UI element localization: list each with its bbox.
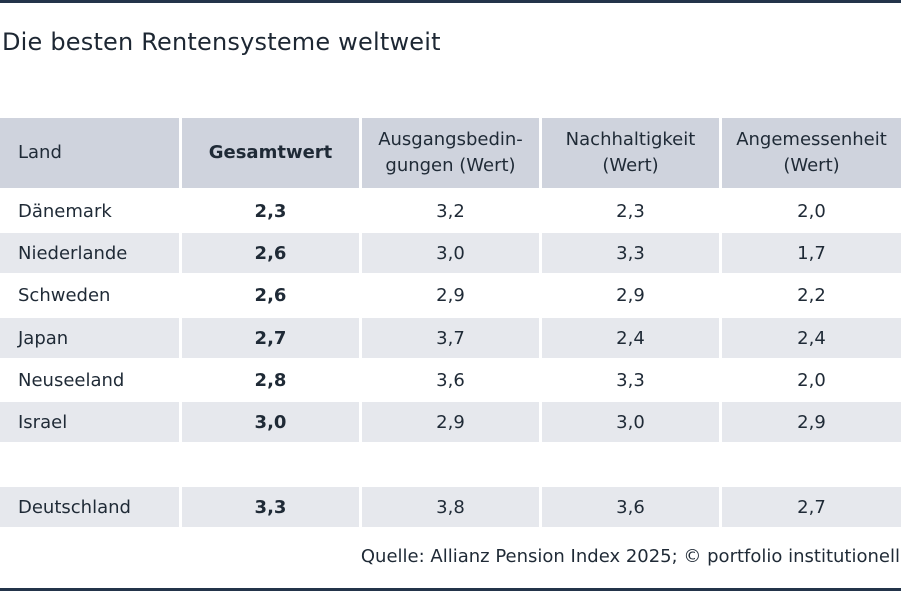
cell-start-conditions: 3,0: [362, 233, 539, 273]
cell-total: 2,7: [182, 318, 359, 358]
cell-start-conditions: 3,6: [436, 369, 465, 391]
cell-country: Dänemark: [18, 200, 112, 222]
header-country: Land: [0, 118, 179, 188]
source-note: Quelle: Allianz Pension Index 2025; © po…: [360, 546, 900, 567]
table-row: Deutschland 3,3 3,8 3,6 2,7: [0, 487, 901, 527]
cell-country: Deutschland: [0, 487, 179, 527]
table-row: Niederlande 2,6 3,0 3,3 1,7: [0, 233, 901, 273]
header-sustainability: Nachhaltigkeit (Wert): [542, 118, 719, 188]
cell-sustainability: 3,3: [542, 233, 719, 273]
header-total: Gesamtwert: [182, 118, 359, 188]
table-row: Dänemark 2,3 3,2 2,3 2,0: [0, 191, 901, 231]
cell-adequacy: 2,2: [797, 284, 826, 306]
cell-start-conditions: 3,7: [362, 318, 539, 358]
cell-sustainability: 3,3: [616, 369, 645, 391]
cell-start-conditions: 3,8: [362, 487, 539, 527]
header-start-conditions: Ausgangsbedin- gungen (Wert): [362, 118, 539, 188]
header-row: Land Gesamtwert Ausgangsbedin- gungen (Wer…: [0, 118, 901, 188]
cell-sustainability: 3,0: [542, 402, 719, 442]
cell-country: Japan: [0, 318, 179, 358]
cell-total: 2,8: [254, 369, 287, 391]
cell-total: 3,0: [182, 402, 359, 442]
header-adequacy: Angemessenheit (Wert): [722, 118, 901, 188]
cell-country: Niederlande: [0, 233, 179, 273]
top-rule: [0, 0, 901, 3]
table-row: Neuseeland 2,8 3,6 3,3 2,0: [0, 360, 901, 400]
cell-total: 2,6: [254, 284, 287, 306]
cell-total: 3,3: [182, 487, 359, 527]
cell-adequacy: 2,9: [722, 402, 901, 442]
cell-start-conditions: 3,2: [436, 200, 465, 222]
cell-adequacy: 1,7: [722, 233, 901, 273]
cell-adequacy: 2,4: [722, 318, 901, 358]
chart-title: Die besten Rentensysteme weltweit: [2, 28, 441, 56]
cell-start-conditions: 2,9: [362, 402, 539, 442]
cell-adequacy: 2,0: [797, 200, 826, 222]
table-row: Schweden 2,6 2,9 2,9 2,2: [0, 275, 901, 315]
cell-sustainability: 2,9: [616, 284, 645, 306]
cell-total: 2,3: [254, 200, 287, 222]
cell-country: Neuseeland: [18, 369, 125, 391]
table-row: Israel 3,0 2,9 3,0 2,9: [0, 402, 901, 442]
bottom-rule: [0, 588, 901, 591]
cell-sustainability: 2,3: [616, 200, 645, 222]
cell-adequacy: 2,7: [722, 487, 901, 527]
cell-country: Israel: [0, 402, 179, 442]
cell-adequacy: 2,0: [797, 369, 826, 391]
cell-start-conditions: 2,9: [436, 284, 465, 306]
cell-sustainability: 3,6: [542, 487, 719, 527]
cell-country: Schweden: [18, 284, 111, 306]
cell-total: 2,6: [182, 233, 359, 273]
table-row: Japan 2,7 3,7 2,4 2,4: [0, 318, 901, 358]
cell-sustainability: 2,4: [542, 318, 719, 358]
